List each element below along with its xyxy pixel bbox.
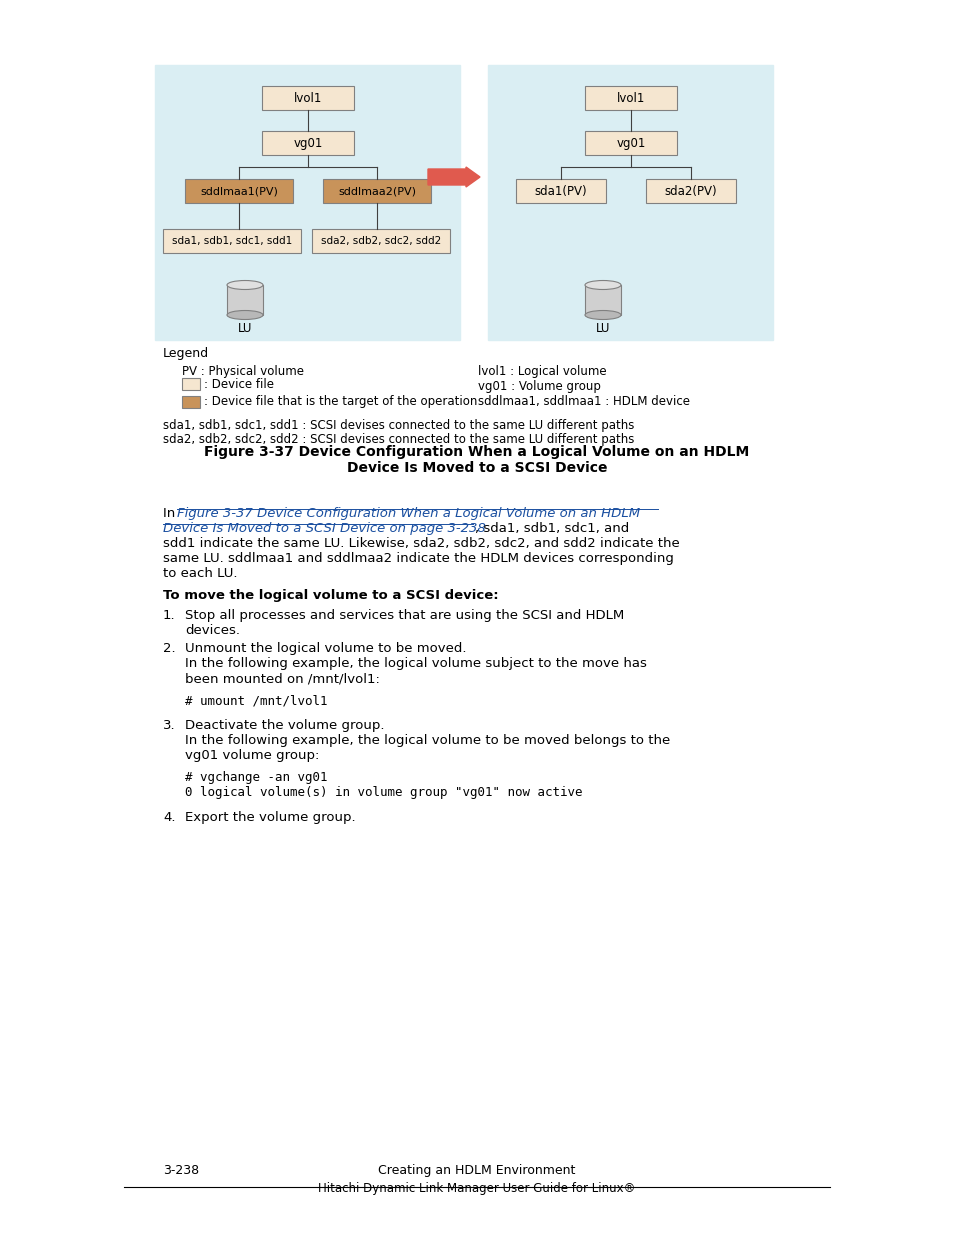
Ellipse shape bbox=[584, 310, 620, 320]
Text: In the following example, the logical volume to be moved belongs to the: In the following example, the logical vo… bbox=[185, 734, 670, 747]
Text: devices.: devices. bbox=[185, 624, 240, 637]
Text: Legend: Legend bbox=[163, 347, 209, 359]
Text: sddlmaa2(PV): sddlmaa2(PV) bbox=[337, 186, 416, 196]
Text: been mounted on /mnt/lvol1:: been mounted on /mnt/lvol1: bbox=[185, 672, 379, 685]
Text: sda2, sdb2, sdc2, sdd2: sda2, sdb2, sdc2, sdd2 bbox=[320, 236, 440, 246]
FancyBboxPatch shape bbox=[584, 131, 677, 156]
Text: sda2(PV): sda2(PV) bbox=[664, 184, 717, 198]
Text: sda1, sdb1, sdc1, sdd1 : SCSI devises connected to the same LU different paths: sda1, sdb1, sdc1, sdd1 : SCSI devises co… bbox=[163, 419, 634, 432]
Text: vg01: vg01 bbox=[616, 137, 645, 149]
Text: In the following example, the logical volume subject to the move has: In the following example, the logical vo… bbox=[185, 657, 646, 671]
Ellipse shape bbox=[584, 280, 620, 289]
FancyBboxPatch shape bbox=[262, 86, 354, 110]
Text: Unmount the logical volume to be moved.: Unmount the logical volume to be moved. bbox=[185, 642, 466, 655]
Text: sddlmaa1, sddlmaa1 : HDLM device: sddlmaa1, sddlmaa1 : HDLM device bbox=[477, 395, 689, 408]
Bar bbox=[584, 285, 620, 315]
FancyBboxPatch shape bbox=[185, 179, 293, 203]
Text: same LU. sddlmaa1 and sddlmaa2 indicate the HDLM devices corresponding: same LU. sddlmaa1 and sddlmaa2 indicate … bbox=[163, 552, 673, 564]
Text: Export the volume group.: Export the volume group. bbox=[185, 811, 355, 824]
FancyBboxPatch shape bbox=[182, 378, 200, 390]
Text: 1.: 1. bbox=[163, 609, 175, 622]
FancyBboxPatch shape bbox=[323, 179, 431, 203]
Text: sddlmaa1(PV): sddlmaa1(PV) bbox=[200, 186, 277, 196]
Text: vg01: vg01 bbox=[293, 137, 322, 149]
Text: lvol1: lvol1 bbox=[294, 91, 322, 105]
Text: : Device file: : Device file bbox=[204, 378, 274, 390]
Text: In: In bbox=[163, 508, 179, 520]
Text: vg01 volume group:: vg01 volume group: bbox=[185, 748, 319, 762]
Text: lvol1: lvol1 bbox=[617, 91, 644, 105]
Text: 0 logical volume(s) in volume group "vg01" now active: 0 logical volume(s) in volume group "vg0… bbox=[185, 785, 582, 799]
FancyBboxPatch shape bbox=[312, 228, 450, 253]
Text: sdd1 indicate the same LU. Likewise, sda2, sdb2, sdc2, and sdd2 indicate the: sdd1 indicate the same LU. Likewise, sda… bbox=[163, 537, 679, 550]
FancyBboxPatch shape bbox=[516, 179, 605, 203]
Text: Deactivate the volume group.: Deactivate the volume group. bbox=[185, 719, 384, 732]
FancyArrow shape bbox=[428, 167, 479, 186]
Text: To move the logical volume to a SCSI device:: To move the logical volume to a SCSI dev… bbox=[163, 589, 498, 601]
Text: LU: LU bbox=[237, 321, 252, 335]
Text: vg01 : Volume group: vg01 : Volume group bbox=[477, 380, 600, 393]
Text: LU: LU bbox=[596, 321, 610, 335]
Text: sda1(PV): sda1(PV) bbox=[534, 184, 587, 198]
Text: 4.: 4. bbox=[163, 811, 175, 824]
Ellipse shape bbox=[227, 280, 263, 289]
Text: # umount /mnt/lvol1: # umount /mnt/lvol1 bbox=[185, 694, 327, 706]
Text: Device Is Moved to a SCSI Device on page 3-238: Device Is Moved to a SCSI Device on page… bbox=[163, 522, 485, 535]
Text: to each LU.: to each LU. bbox=[163, 567, 237, 580]
FancyBboxPatch shape bbox=[262, 131, 354, 156]
Text: , sda1, sdb1, sdc1, and: , sda1, sdb1, sdc1, and bbox=[475, 522, 629, 535]
Text: 3.: 3. bbox=[163, 719, 175, 732]
Text: Creating an HDLM Environment: Creating an HDLM Environment bbox=[378, 1165, 575, 1177]
Text: PV : Physical volume: PV : Physical volume bbox=[182, 366, 304, 378]
FancyBboxPatch shape bbox=[163, 228, 301, 253]
Text: 2.: 2. bbox=[163, 642, 175, 655]
Text: : Device file that is the target of the operation: : Device file that is the target of the … bbox=[204, 395, 477, 409]
Text: Hitachi Dynamic Link Manager User Guide for Linux®: Hitachi Dynamic Link Manager User Guide … bbox=[318, 1182, 635, 1195]
Text: 3-238: 3-238 bbox=[163, 1165, 199, 1177]
Ellipse shape bbox=[227, 310, 263, 320]
Bar bbox=[227, 285, 263, 315]
FancyBboxPatch shape bbox=[154, 65, 459, 340]
FancyBboxPatch shape bbox=[182, 396, 200, 408]
Text: Figure 3-37 Device Configuration When a Logical Volume on an HDLM: Figure 3-37 Device Configuration When a … bbox=[177, 508, 639, 520]
Text: # vgchange -an vg01: # vgchange -an vg01 bbox=[185, 771, 327, 784]
Text: sda1, sdb1, sdc1, sdd1: sda1, sdb1, sdc1, sdd1 bbox=[172, 236, 292, 246]
FancyBboxPatch shape bbox=[645, 179, 735, 203]
Text: Stop all processes and services that are using the SCSI and HDLM: Stop all processes and services that are… bbox=[185, 609, 623, 622]
FancyBboxPatch shape bbox=[584, 86, 677, 110]
FancyBboxPatch shape bbox=[488, 65, 772, 340]
Text: Figure 3-37 Device Configuration When a Logical Volume on an HDLM
Device Is Move: Figure 3-37 Device Configuration When a … bbox=[204, 445, 749, 475]
Text: sda2, sdb2, sdc2, sdd2 : SCSI devises connected to the same LU different paths: sda2, sdb2, sdc2, sdd2 : SCSI devises co… bbox=[163, 433, 634, 446]
Text: lvol1 : Logical volume: lvol1 : Logical volume bbox=[477, 366, 606, 378]
